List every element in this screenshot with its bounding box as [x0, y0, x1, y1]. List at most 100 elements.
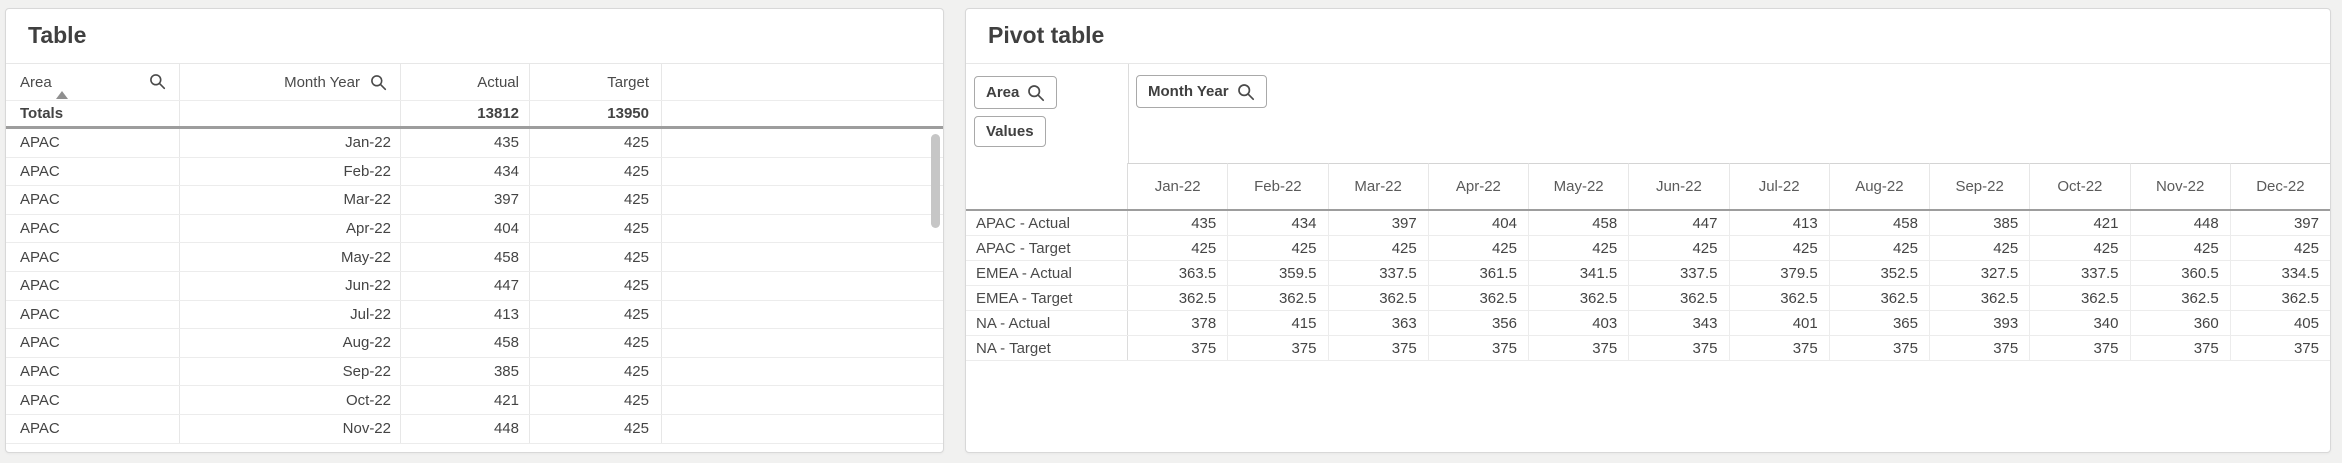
column-header-area[interactable]: Area [6, 64, 180, 100]
pivot-value-cell: 425 [2293, 239, 2319, 257]
actual-cell: 404 [401, 214, 530, 243]
month-cell[interactable]: Oct-22 [180, 386, 401, 414]
pivot-row-label[interactable]: APAC - Actual [966, 211, 1128, 235]
search-icon[interactable] [370, 74, 387, 91]
pivot-value-cell: 363.5 [1128, 261, 1229, 285]
column-dimension-button[interactable]: Month Year [1136, 75, 1267, 108]
pivot-value-cell: 365 [1830, 311, 1930, 335]
table-row: APAC Jul-22 413 425 [6, 300, 943, 330]
search-icon[interactable] [149, 73, 166, 90]
pivot-row: EMEA - Actual 363.5 359.5 337.5 361.5 341.5 33… [966, 261, 2330, 286]
pivot-row-label[interactable]: EMEA - Actual [966, 261, 1128, 285]
pivot-value-cell: 405 [2293, 314, 2319, 332]
pivot-row: APAC - Target 425 425 425 425 425 425 425 425 425… [966, 236, 2330, 261]
pivot-column-header[interactable]: Apr-22 [1428, 163, 1529, 209]
pivot-column-header[interactable]: Jan-22 [1128, 163, 1229, 209]
search-icon[interactable] [1027, 84, 1045, 102]
pivot-column-header[interactable]: Nov-22 [2130, 163, 2231, 209]
row-dimension-button[interactable]: Area [974, 76, 1058, 109]
pivot-row-label[interactable]: EMEA - Target [966, 286, 1128, 310]
area-cell[interactable]: APAC [6, 329, 180, 357]
pivot-value-cell: 425 [1228, 236, 1329, 260]
actual-cell: 385 [401, 357, 530, 386]
area-cell[interactable]: APAC [6, 243, 180, 271]
pivot-value-cell: 341.5 [1529, 261, 1630, 285]
filler-cell [662, 415, 943, 443]
totals-label-cell: Totals [6, 101, 180, 126]
month-cell[interactable]: Mar-22 [180, 186, 401, 214]
month-cell[interactable]: Jun-22 [180, 271, 401, 300]
pivot-column-header[interactable]: Aug-22 [1829, 163, 1930, 209]
pivot-value-cell: 415 [1228, 311, 1329, 335]
pivot-column-header[interactable]: Jun-22 [1629, 163, 1730, 209]
pivot-value-cell: 425 [1930, 236, 2031, 260]
pivot-value-cell: 337.5 [2030, 261, 2131, 285]
title-divider [966, 63, 2330, 64]
pivot-column-header[interactable]: Oct-22 [2030, 163, 2131, 209]
month-cell[interactable]: Apr-22 [180, 214, 401, 243]
area-cell[interactable]: APAC [6, 271, 180, 300]
actual-cell: 447 [401, 271, 530, 300]
values-button[interactable]: Values [974, 116, 1046, 147]
table-body: APAC Jan-22 435 425 APAC Feb-22 434 425 APAC Mar-… [6, 129, 943, 444]
pivot-value-cell: 425 [1128, 236, 1229, 260]
pivot-value-cell: 379.5 [1730, 261, 1830, 285]
target-cell: 425 [530, 300, 662, 329]
pivot-table-card: Pivot table Area Values Month Year Jan-2… [965, 8, 2331, 453]
table-row: APAC Jan-22 435 425 [6, 129, 943, 158]
month-cell[interactable]: Aug-22 [180, 329, 401, 357]
pivot-column-header[interactable]: May-22 [1529, 163, 1630, 209]
pivot-value-cell: 393 [1930, 311, 2031, 335]
area-cell[interactable]: APAC [6, 186, 180, 214]
area-cell[interactable]: APAC [6, 157, 180, 186]
pivot-value-cell: 425 [1529, 236, 1630, 260]
pivot-value-cell: 362.5 [1529, 286, 1630, 310]
area-cell[interactable]: APAC [6, 357, 180, 386]
target-cell: 425 [530, 414, 662, 443]
search-icon[interactable] [1237, 83, 1255, 101]
month-cell[interactable]: Jul-22 [180, 300, 401, 329]
table-row: APAC Jun-22 447 425 [6, 271, 943, 301]
pivot-value-cell: 360 [2131, 311, 2231, 335]
area-cell[interactable]: APAC [6, 414, 180, 443]
pivot-value-cell: 337.5 [1329, 261, 1429, 285]
values-button-label: Values [986, 123, 1034, 140]
pivot-value-cell: 375 [1730, 336, 1830, 360]
area-cell[interactable]: APAC [6, 300, 180, 329]
pivot-value-cell: 362.5 [2131, 286, 2231, 310]
pivot-value-cell: 375 [1228, 336, 1329, 360]
filler-cell [662, 186, 943, 214]
target-cell: 425 [530, 129, 662, 157]
pivot-column-header[interactable]: Dec-22 [2230, 163, 2330, 209]
pivot-value-cell: 334.5 [2281, 264, 2319, 282]
vertical-scrollbar-thumb[interactable] [931, 134, 940, 228]
column-header-filler [662, 64, 943, 100]
pivot-row-label[interactable]: APAC - Target [966, 236, 1128, 260]
pivot-column-header[interactable]: Mar-22 [1328, 163, 1429, 209]
month-cell[interactable]: Jan-22 [180, 129, 401, 157]
pivot-row-label[interactable]: NA - Target [966, 336, 1128, 360]
table-row: APAC Sep-22 385 425 [6, 357, 943, 387]
column-header-actual[interactable]: Actual [401, 64, 530, 100]
column-header-target[interactable]: Target [530, 64, 662, 100]
month-cell[interactable]: May-22 [180, 243, 401, 271]
pivot-value-cell: 425 [1429, 236, 1529, 260]
month-cell[interactable]: Sep-22 [180, 357, 401, 386]
pivot-value-cell: 421 [2030, 211, 2131, 235]
pivot-column-header[interactable]: Feb-22 [1228, 163, 1329, 209]
pivot-body: APAC - Actual 435 434 397 404 458 447 413 458 385… [966, 211, 2330, 361]
actual-cell: 458 [401, 329, 530, 357]
totals-month-cell [180, 101, 401, 126]
month-cell[interactable]: Feb-22 [180, 157, 401, 186]
month-cell[interactable]: Nov-22 [180, 414, 401, 443]
pivot-column-header[interactable]: Jul-22 [1729, 163, 1830, 209]
area-cell[interactable]: APAC [6, 214, 180, 243]
column-header-month-year[interactable]: Month Year [180, 64, 401, 100]
filler-cell [662, 158, 943, 186]
table-row: APAC May-22 458 425 [6, 243, 943, 272]
pivot-row-label[interactable]: NA - Actual [966, 311, 1128, 335]
pivot-column-header[interactable]: Sep-22 [1930, 163, 2031, 209]
area-cell[interactable]: APAC [6, 129, 180, 157]
area-cell[interactable]: APAC [6, 386, 180, 414]
